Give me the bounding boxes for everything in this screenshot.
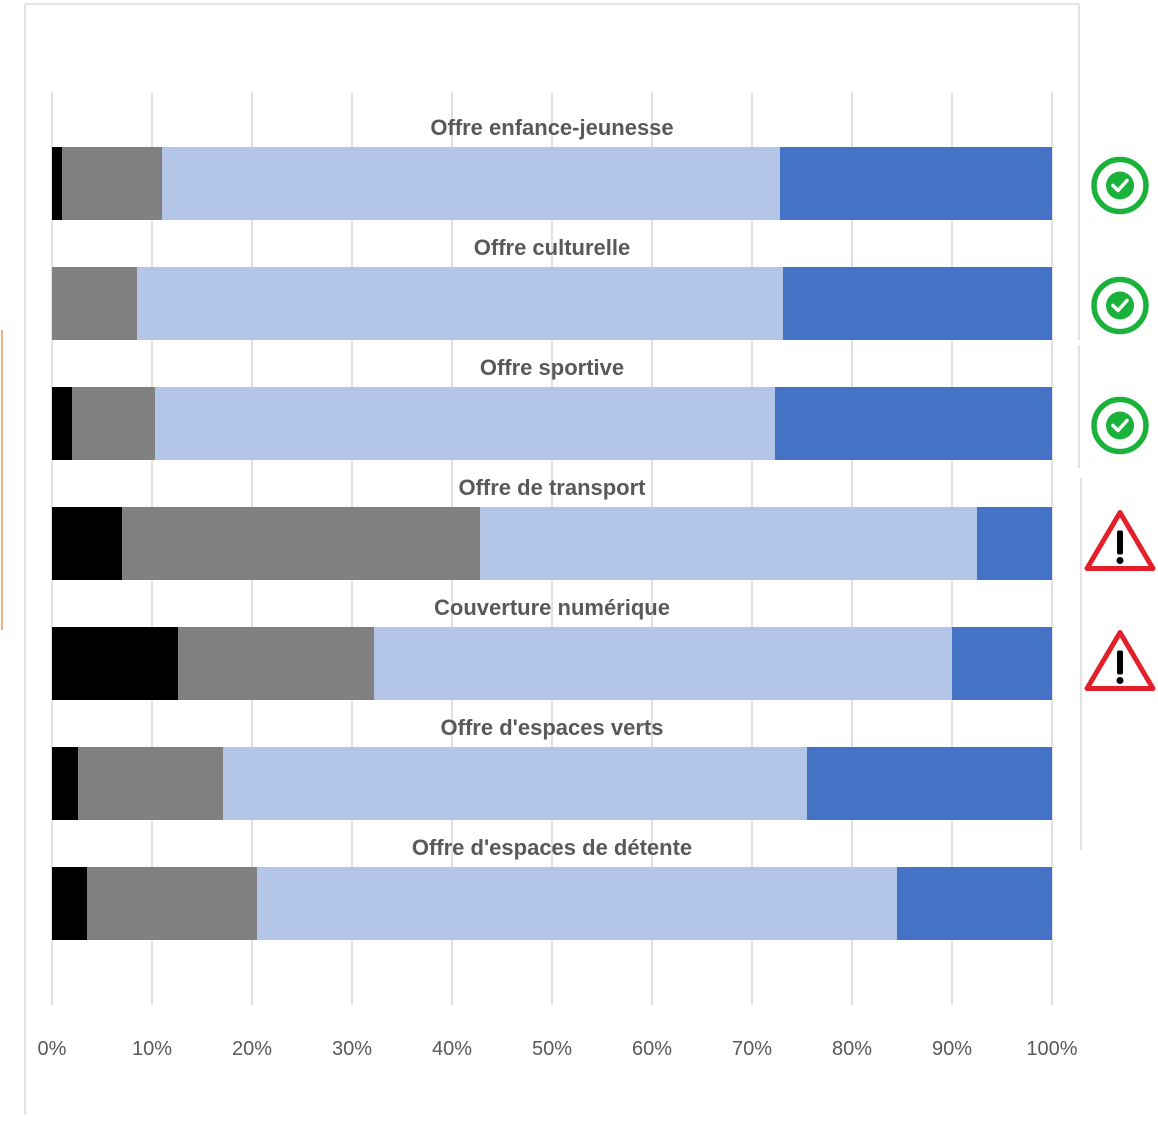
x-tick-label: 60% xyxy=(632,1038,672,1060)
chart-frame xyxy=(1,3,1082,1115)
x-tick-label: 40% xyxy=(432,1038,472,1060)
category-labels: Offre enfance-jeunesse Offre culturelle Of… xyxy=(412,115,692,860)
status-icons xyxy=(1084,156,1156,691)
bar-segment xyxy=(977,507,1052,580)
bar-segment xyxy=(374,627,952,700)
x-tick-label: 70% xyxy=(732,1038,772,1060)
bar-segment xyxy=(178,627,374,700)
bar-segment xyxy=(155,387,775,460)
x-tick-label: 30% xyxy=(332,1038,372,1060)
bar-segment xyxy=(78,747,223,820)
check-mark xyxy=(1111,298,1129,313)
warning-icon xyxy=(1084,510,1156,571)
bar-segment xyxy=(162,147,780,220)
bar-segment xyxy=(52,507,122,580)
bar-segment xyxy=(137,267,783,340)
check-mark xyxy=(1111,418,1129,433)
bar-segment xyxy=(780,147,1052,220)
x-tick-label: 0% xyxy=(38,1038,67,1060)
warning-bar xyxy=(1117,650,1123,675)
category-label: Offre enfance-jeunesse xyxy=(430,115,673,140)
category-label: Offre culturelle xyxy=(474,235,630,260)
x-tick-label: 100% xyxy=(1026,1038,1077,1060)
check-circle-ring xyxy=(1091,396,1149,455)
category-label: Offre de transport xyxy=(458,475,646,500)
check-circle-icon xyxy=(1091,156,1149,215)
x-tick-label: 20% xyxy=(232,1038,272,1060)
check-circle-icon xyxy=(1091,276,1149,335)
bar-segment xyxy=(775,387,1052,460)
check-circle-icon xyxy=(1091,396,1149,455)
check-mark xyxy=(1111,178,1129,193)
bar-segment xyxy=(223,747,807,820)
bar-segment xyxy=(52,627,178,700)
bar-segment xyxy=(52,147,62,220)
x-tick-label: 80% xyxy=(832,1038,872,1060)
warning-dot xyxy=(1116,677,1124,684)
check-circle-ring xyxy=(1091,156,1149,215)
x-tick-label: 50% xyxy=(532,1038,572,1060)
bar-segment xyxy=(257,867,897,940)
bar-segment xyxy=(897,867,1052,940)
category-label: Offre d'espaces verts xyxy=(441,715,664,740)
bar-segment xyxy=(62,147,162,220)
category-label: Couverture numérique xyxy=(434,595,670,620)
bar-segment xyxy=(52,867,87,940)
bar-segment xyxy=(122,507,480,580)
warning-dot xyxy=(1116,557,1124,564)
category-label: Offre sportive xyxy=(480,355,624,380)
bar-segment xyxy=(72,387,155,460)
bar-segment xyxy=(52,747,78,820)
bars xyxy=(52,147,1052,940)
bar-segment xyxy=(480,507,977,580)
bar-segment xyxy=(87,867,257,940)
check-circle-dot xyxy=(1106,171,1134,200)
bar-segment xyxy=(52,387,72,460)
warning-bar xyxy=(1117,530,1123,555)
x-tick-label: 10% xyxy=(132,1038,172,1060)
check-circle-dot xyxy=(1106,291,1134,320)
category-label: Offre d'espaces de détente xyxy=(412,835,692,860)
bar-segment xyxy=(807,747,1052,820)
warning-icon xyxy=(1084,630,1156,691)
bar-segment xyxy=(52,267,137,340)
check-circle-dot xyxy=(1106,411,1134,440)
bar-segment xyxy=(952,627,1052,700)
x-tick-label: 90% xyxy=(932,1038,972,1060)
x-axis-ticks: 0% 10% 20% 30% 40% 50% 60% 70% 80% 90% 100% xyxy=(38,1038,1078,1060)
check-circle-ring xyxy=(1091,276,1149,335)
bar-segment xyxy=(783,267,1052,340)
